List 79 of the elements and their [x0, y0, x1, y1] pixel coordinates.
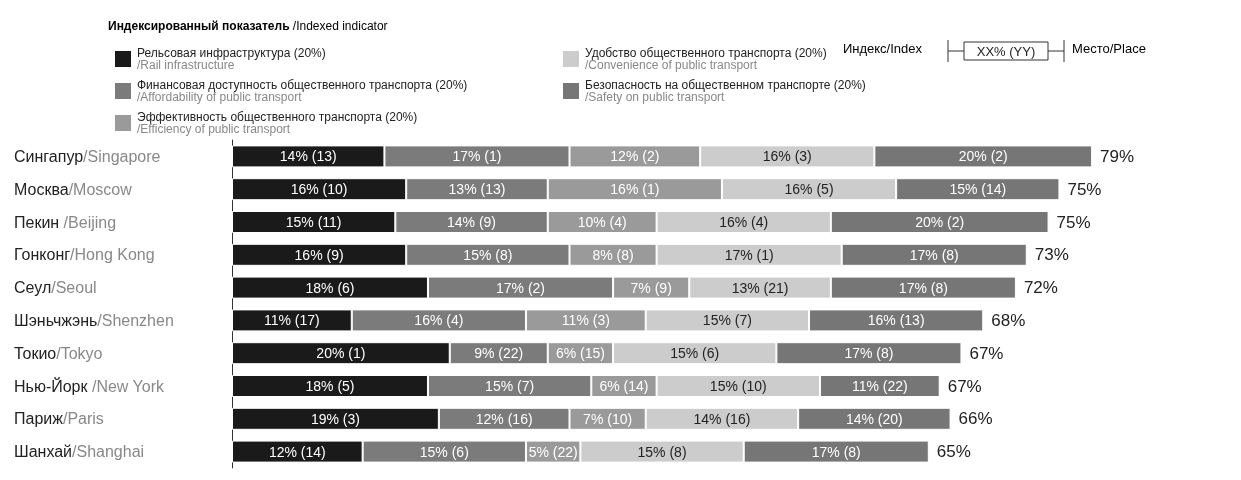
total-label: 66% — [958, 409, 993, 429]
data-label: 11% (3) — [561, 312, 610, 329]
total-label: 65% — [936, 442, 971, 462]
data-label: 15% (8) — [637, 443, 687, 460]
total-label: 73% — [1034, 245, 1069, 265]
text: Место/Place — [1072, 41, 1146, 56]
data-label: 14% (13) — [279, 148, 337, 165]
data-label: 6% (14) — [599, 378, 649, 394]
y-tick-label: Париж/Paris — [14, 410, 104, 428]
data-label: 9% (22) — [474, 345, 524, 362]
total-label: 75% — [1067, 179, 1102, 199]
data-label: 13% (13) — [448, 181, 506, 198]
data-label: 19% (3) — [310, 410, 360, 427]
y-tick-label: Пекин /Beijing — [14, 213, 117, 231]
data-label: 17% (1) — [452, 148, 502, 165]
data-label: 15% (7) — [702, 312, 752, 329]
data-label: 16% (5) — [784, 181, 834, 198]
y-tick-label: Шэньчжэнь/Shenzhen — [14, 311, 174, 329]
data-label: 13% (21) — [731, 279, 789, 296]
total-label: 67% — [947, 376, 982, 396]
data-label: 15% (10) — [709, 378, 767, 394]
data-label: 10% (4) — [577, 214, 627, 230]
data-label: 14% (16) — [693, 410, 751, 427]
data-label: 12% (14) — [268, 443, 326, 460]
data-label: 5% (22) — [528, 443, 578, 460]
data-label: 16% (1) — [610, 181, 660, 198]
data-label: 17% (8) — [909, 246, 959, 263]
data-label: 15% (11) — [285, 214, 342, 230]
data-label: 15% (6) — [670, 345, 720, 362]
y-tick-label: Токио/Tokyo — [14, 344, 103, 362]
data-label: 14% (9) — [447, 214, 497, 230]
data-label: 20% (2) — [915, 214, 965, 230]
data-label: 17% (8) — [811, 443, 861, 460]
data-label: 15% (7) — [485, 378, 535, 394]
data-label: 12% (2) — [610, 148, 660, 165]
data-label: 11% (22) — [851, 378, 908, 394]
legend-label: Финансовая доступность общественного транспорта (20%) /Affordability of public transport — [137, 78, 468, 104]
data-label: 18% (5) — [305, 378, 355, 394]
data-label: 15% (6) — [419, 443, 469, 460]
data-label: 16% (4) — [414, 312, 464, 329]
y-tick-label: Нью-Йорк /New York — [14, 376, 165, 395]
data-label: 16% (10) — [290, 181, 348, 198]
data-label: 17% (8) — [844, 345, 894, 362]
y-tick-label: Гонконг/Hong Kong — [14, 246, 155, 264]
text: XX% (YY) — [976, 43, 1036, 59]
data-label: 15% (8) — [463, 246, 513, 263]
legend-title: Индексированный показатель /Indexed indicator — [108, 19, 388, 33]
data-label: 15% (14) — [949, 181, 1007, 198]
total-label: 79% — [1100, 146, 1135, 166]
data-label: 7% (10) — [583, 410, 633, 427]
total-label: 68% — [991, 310, 1026, 330]
data-label: 16% (4) — [719, 214, 769, 230]
data-label: 8% (8) — [592, 246, 634, 263]
data-label: 16% (9) — [294, 246, 344, 263]
data-label: 18% (6) — [305, 279, 355, 296]
data-label: 17% (1) — [724, 246, 774, 263]
text: Индекс/Index — [842, 41, 923, 56]
legend-label: Рельсовая инфраструктура (20%) /Rail infrastructure — [137, 46, 326, 72]
y-tick-label: Москва/Moscow — [14, 180, 133, 198]
data-label: 7% (9) — [630, 279, 672, 296]
legend-label: Удобство общественного транспорта (20%) /Convenience of public transport — [585, 46, 827, 72]
y-tick-label: Сеул/Seoul — [14, 279, 97, 297]
total-label: 75% — [1056, 212, 1091, 232]
y-tick-label: Сингапур/Singapore — [14, 147, 161, 165]
data-label: 20% (1) — [316, 345, 366, 362]
y-tick-label: Шанхай/Shanghai — [14, 443, 145, 461]
data-label: 20% (2) — [958, 148, 1008, 165]
data-label: 6% (15) — [555, 345, 605, 362]
data-label: 14% (20) — [845, 410, 903, 427]
data-label: 11% (17) — [263, 312, 320, 329]
legend-label: Безопасность на общественном транспорте (20%) /Safety on public transport — [585, 78, 866, 104]
data-label: 17% (8) — [898, 279, 948, 296]
data-label: 16% (3) — [762, 148, 812, 165]
legend-label: Эффективность общественного транспорта (20%) /Efficiency of public transport — [137, 110, 418, 136]
total-label: 67% — [969, 343, 1004, 363]
data-label: 16% (13) — [867, 312, 925, 329]
data-label: 17% (2) — [496, 279, 546, 296]
total-label: 72% — [1023, 278, 1058, 298]
data-label: 12% (16) — [475, 410, 533, 427]
